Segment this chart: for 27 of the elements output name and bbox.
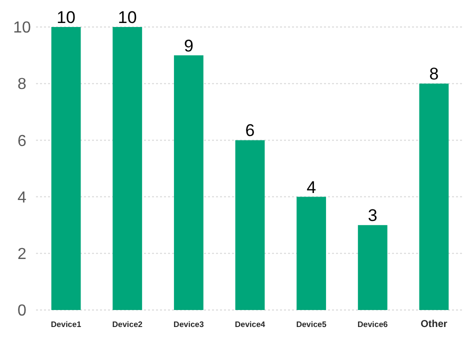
- data-label: 9: [184, 36, 194, 56]
- x-tick-label: Device2: [112, 320, 144, 329]
- x-tick-label: Device6: [358, 320, 388, 329]
- x-tick-label: Device4: [234, 320, 266, 329]
- y-tick-label: 2: [18, 246, 27, 263]
- x-tick-label: Device1: [50, 320, 82, 329]
- data-label: 10: [118, 8, 137, 27]
- y-tick-label: 6: [18, 132, 27, 150]
- bar: [235, 140, 265, 310]
- data-label: 6: [245, 121, 255, 140]
- x-tick-label: Other: [420, 319, 448, 330]
- x-tick-label: Device5: [296, 320, 327, 329]
- data-label: 3: [368, 206, 378, 226]
- bar: [358, 225, 388, 310]
- bar: [296, 196, 326, 310]
- data-label: 4: [306, 178, 316, 197]
- data-label: 8: [429, 64, 439, 84]
- y-tick-label: 0: [18, 302, 27, 320]
- y-tick-label: 8: [18, 76, 27, 94]
- bar: [419, 84, 449, 310]
- x-tick-label: Device3: [174, 320, 204, 329]
- bar: [51, 27, 81, 310]
- bar: [112, 27, 142, 310]
- y-tick-label: 4: [18, 189, 27, 206]
- y-tick-label: 10: [13, 20, 31, 37]
- data-label: 10: [56, 8, 76, 27]
- bar: [174, 55, 204, 310]
